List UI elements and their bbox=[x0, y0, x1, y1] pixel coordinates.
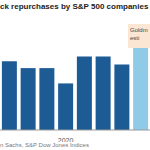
html-text:n Sachs, S&P Dow Jones Indices: n Sachs, S&P Dow Jones Indices bbox=[0, 142, 89, 148]
html-text:esti: esti bbox=[130, 35, 140, 41]
html-text:Goldm: Goldm bbox=[130, 27, 148, 33]
html-text:ck repurchases by S&P 500 comp: ck repurchases by S&P 500 companies bbox=[0, 2, 149, 11]
svg-text:2020: 2020 bbox=[58, 137, 74, 142]
